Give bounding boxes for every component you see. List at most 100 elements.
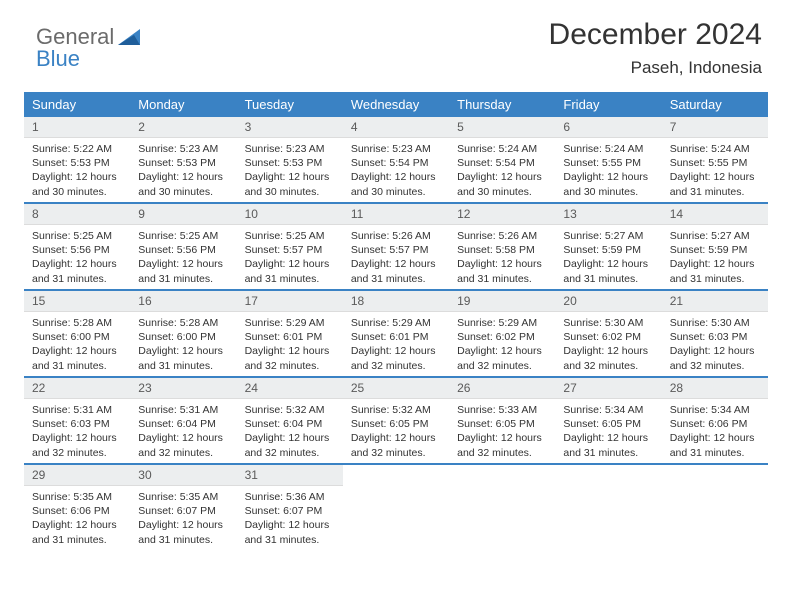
- day-body-row: Sunrise: 5:25 AMSunset: 5:56 PMDaylight:…: [24, 225, 768, 289]
- sunset-text: Sunset: 6:06 PM: [670, 417, 760, 431]
- daylight-text-2: and 31 minutes.: [138, 533, 228, 547]
- daylight-text-2: and 31 minutes.: [138, 359, 228, 373]
- daylight-text-2: and 32 minutes.: [670, 359, 760, 373]
- day-cell: [343, 486, 449, 550]
- day-number: [449, 465, 555, 486]
- daylight-text-1: Daylight: 12 hours: [670, 170, 760, 184]
- daylight-text-1: Daylight: 12 hours: [32, 344, 122, 358]
- sunset-text: Sunset: 5:53 PM: [32, 156, 122, 170]
- day-number: [343, 465, 449, 486]
- day-cell: Sunrise: 5:24 AMSunset: 5:55 PMDaylight:…: [555, 138, 661, 202]
- sunset-text: Sunset: 5:57 PM: [245, 243, 335, 257]
- day-cell: Sunrise: 5:35 AMSunset: 6:07 PMDaylight:…: [130, 486, 236, 550]
- daylight-text-1: Daylight: 12 hours: [351, 170, 441, 184]
- day-cell: Sunrise: 5:28 AMSunset: 6:00 PMDaylight:…: [24, 312, 130, 376]
- day-number: 27: [555, 378, 661, 399]
- daylight-text-1: Daylight: 12 hours: [670, 431, 760, 445]
- day-cell: Sunrise: 5:31 AMSunset: 6:04 PMDaylight:…: [130, 399, 236, 463]
- sunrise-text: Sunrise: 5:30 AM: [670, 316, 760, 330]
- weekday-header: Friday: [555, 92, 661, 117]
- day-number: 31: [237, 465, 343, 486]
- daylight-text-2: and 32 minutes.: [245, 359, 335, 373]
- sunrise-text: Sunrise: 5:22 AM: [32, 142, 122, 156]
- day-cell: Sunrise: 5:26 AMSunset: 5:57 PMDaylight:…: [343, 225, 449, 289]
- daylight-text-1: Daylight: 12 hours: [32, 431, 122, 445]
- day-cell: Sunrise: 5:25 AMSunset: 5:57 PMDaylight:…: [237, 225, 343, 289]
- weekday-header: Wednesday: [343, 92, 449, 117]
- day-number: 4: [343, 117, 449, 138]
- daylight-text-1: Daylight: 12 hours: [670, 344, 760, 358]
- sunset-text: Sunset: 6:07 PM: [138, 504, 228, 518]
- day-number-row: 1234567: [24, 117, 768, 138]
- daylight-text-2: and 32 minutes.: [457, 359, 547, 373]
- sunrise-text: Sunrise: 5:24 AM: [457, 142, 547, 156]
- sunset-text: Sunset: 6:00 PM: [138, 330, 228, 344]
- sunset-text: Sunset: 5:55 PM: [670, 156, 760, 170]
- calendar-week: 22232425262728Sunrise: 5:31 AMSunset: 6:…: [24, 378, 768, 465]
- daylight-text-1: Daylight: 12 hours: [138, 518, 228, 532]
- sunrise-text: Sunrise: 5:34 AM: [670, 403, 760, 417]
- sunset-text: Sunset: 5:56 PM: [138, 243, 228, 257]
- daylight-text-1: Daylight: 12 hours: [457, 170, 547, 184]
- sunrise-text: Sunrise: 5:26 AM: [457, 229, 547, 243]
- sunset-text: Sunset: 5:58 PM: [457, 243, 547, 257]
- brand-logo: General Blue: [36, 24, 142, 50]
- sunset-text: Sunset: 6:04 PM: [138, 417, 228, 431]
- sunrise-text: Sunrise: 5:30 AM: [563, 316, 653, 330]
- daylight-text-2: and 30 minutes.: [457, 185, 547, 199]
- sunrise-text: Sunrise: 5:23 AM: [351, 142, 441, 156]
- daylight-text-2: and 31 minutes.: [245, 533, 335, 547]
- daylight-text-1: Daylight: 12 hours: [351, 257, 441, 271]
- weekday-header: Monday: [130, 92, 236, 117]
- day-cell: Sunrise: 5:30 AMSunset: 6:02 PMDaylight:…: [555, 312, 661, 376]
- day-cell: Sunrise: 5:23 AMSunset: 5:53 PMDaylight:…: [237, 138, 343, 202]
- day-number: 8: [24, 204, 130, 225]
- sunrise-text: Sunrise: 5:31 AM: [32, 403, 122, 417]
- day-number: 13: [555, 204, 661, 225]
- day-number: 20: [555, 291, 661, 312]
- sunset-text: Sunset: 6:02 PM: [563, 330, 653, 344]
- sunrise-text: Sunrise: 5:23 AM: [138, 142, 228, 156]
- day-cell: Sunrise: 5:23 AMSunset: 5:53 PMDaylight:…: [130, 138, 236, 202]
- daylight-text-1: Daylight: 12 hours: [245, 344, 335, 358]
- location-label: Paseh, Indonesia: [631, 58, 762, 78]
- daylight-text-2: and 30 minutes.: [32, 185, 122, 199]
- sunset-text: Sunset: 6:03 PM: [32, 417, 122, 431]
- calendar-table: Sunday Monday Tuesday Wednesday Thursday…: [24, 92, 768, 550]
- sunrise-text: Sunrise: 5:31 AM: [138, 403, 228, 417]
- daylight-text-1: Daylight: 12 hours: [138, 170, 228, 184]
- day-number: 9: [130, 204, 236, 225]
- sunset-text: Sunset: 5:53 PM: [245, 156, 335, 170]
- day-number: 12: [449, 204, 555, 225]
- sunrise-text: Sunrise: 5:29 AM: [245, 316, 335, 330]
- daylight-text-2: and 31 minutes.: [245, 272, 335, 286]
- day-cell: Sunrise: 5:29 AMSunset: 6:02 PMDaylight:…: [449, 312, 555, 376]
- day-number: 21: [662, 291, 768, 312]
- sunrise-text: Sunrise: 5:25 AM: [245, 229, 335, 243]
- day-number: 29: [24, 465, 130, 486]
- daylight-text-1: Daylight: 12 hours: [563, 431, 653, 445]
- daylight-text-2: and 32 minutes.: [351, 359, 441, 373]
- sunset-text: Sunset: 5:54 PM: [457, 156, 547, 170]
- sunset-text: Sunset: 6:05 PM: [563, 417, 653, 431]
- daylight-text-2: and 32 minutes.: [32, 446, 122, 460]
- day-number: 1: [24, 117, 130, 138]
- day-cell: Sunrise: 5:30 AMSunset: 6:03 PMDaylight:…: [662, 312, 768, 376]
- day-cell: [662, 486, 768, 550]
- daylight-text-1: Daylight: 12 hours: [245, 170, 335, 184]
- page-title: December 2024: [549, 18, 762, 52]
- sunrise-text: Sunrise: 5:25 AM: [138, 229, 228, 243]
- sunrise-text: Sunrise: 5:35 AM: [138, 490, 228, 504]
- daylight-text-2: and 32 minutes.: [351, 446, 441, 460]
- sunrise-text: Sunrise: 5:24 AM: [563, 142, 653, 156]
- day-body-row: Sunrise: 5:28 AMSunset: 6:00 PMDaylight:…: [24, 312, 768, 376]
- daylight-text-1: Daylight: 12 hours: [457, 431, 547, 445]
- day-cell: Sunrise: 5:25 AMSunset: 5:56 PMDaylight:…: [130, 225, 236, 289]
- sunrise-text: Sunrise: 5:33 AM: [457, 403, 547, 417]
- sunrise-text: Sunrise: 5:26 AM: [351, 229, 441, 243]
- daylight-text-1: Daylight: 12 hours: [138, 344, 228, 358]
- day-number: 30: [130, 465, 236, 486]
- sunset-text: Sunset: 6:05 PM: [457, 417, 547, 431]
- day-number: [662, 465, 768, 486]
- day-cell: Sunrise: 5:35 AMSunset: 6:06 PMDaylight:…: [24, 486, 130, 550]
